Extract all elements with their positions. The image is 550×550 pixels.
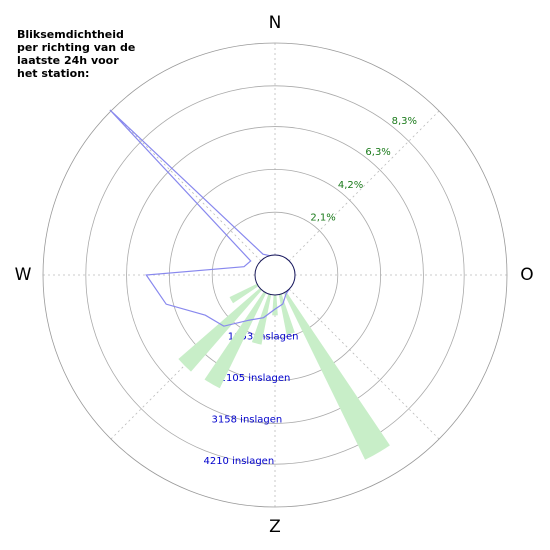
center-hole <box>254 254 296 296</box>
r-tick-label: 8,3% <box>392 116 417 127</box>
density-bar <box>178 288 262 372</box>
density-bar <box>272 294 278 316</box>
r2-tick-label: 4210 inslagen <box>203 456 274 467</box>
r-tick-label: 6,3% <box>365 147 390 158</box>
compass-label: W <box>15 265 32 285</box>
compass-label: Z <box>269 517 281 537</box>
r2-tick-label: 3158 inslagen <box>212 415 283 426</box>
spoke <box>274 274 440 440</box>
spoke <box>110 110 276 276</box>
ring <box>211 211 339 339</box>
compass-label: O <box>520 265 533 285</box>
r2-tick-label: 2105 inslagen <box>220 373 291 384</box>
spoke <box>274 110 440 276</box>
chart-title: Bliksemdichtheid per richting van de laa… <box>17 28 136 80</box>
ring <box>168 168 382 382</box>
r2-tick-label: 1053 inslagen <box>228 331 299 342</box>
density-bar <box>251 293 272 345</box>
density-bar <box>278 293 295 335</box>
density-bar <box>283 291 390 460</box>
ring <box>85 85 465 465</box>
outer-ring <box>42 42 508 508</box>
ring <box>126 126 424 424</box>
density-bar <box>229 283 259 304</box>
density-bar <box>204 291 267 389</box>
compass-label: N <box>269 13 282 33</box>
r-tick-label: 2,1% <box>310 213 335 224</box>
r-tick-label: 4,2% <box>338 180 363 191</box>
